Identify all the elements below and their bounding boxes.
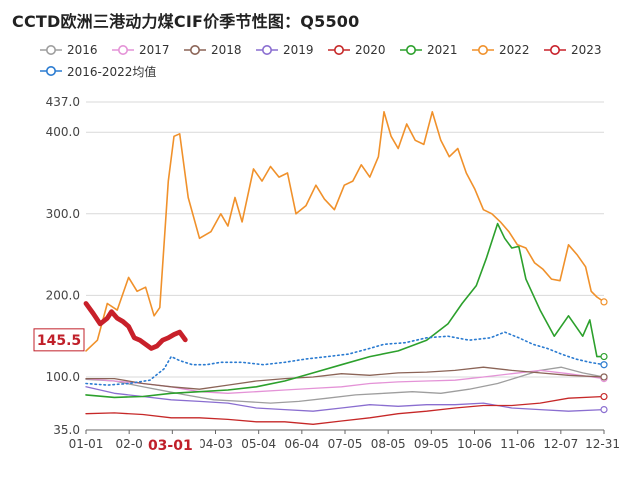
legend-item-2023[interactable]: 2023 (544, 42, 602, 58)
series-end-marker (600, 373, 608, 381)
legend-marker-icon (112, 45, 134, 55)
legend-marker-icon (544, 45, 566, 55)
legend-marker-icon (400, 45, 422, 55)
series-end-marker (600, 406, 608, 414)
chart-title: CCTD欧洲三港动力煤CIF价季节性图：Q5500 (12, 12, 360, 31)
series-line-2023 (83, 301, 188, 351)
series-end-marker (600, 392, 608, 401)
x-tick-label: 05-04 (241, 437, 276, 451)
x-tick-label: 02-0 (116, 437, 143, 451)
series-end-marker (600, 361, 608, 369)
legend-item-2016-2022均值[interactable]: 2016-2022均值 (40, 63, 156, 79)
legend-item-2017[interactable]: 2017 (112, 42, 170, 58)
x-tick-label: 07-05 (328, 437, 363, 451)
series-line-2021 (85, 222, 605, 399)
series-line-2019 (85, 386, 605, 412)
series-end-marker (600, 298, 608, 306)
x-tick-label: 12-31 (585, 437, 620, 451)
legend-item-2020[interactable]: 2020 (328, 42, 386, 58)
y-tick-label: 200.0 (46, 288, 80, 302)
series-line-2016-2022均值 (85, 331, 605, 386)
legend-marker-icon (328, 45, 350, 55)
legend-label: 2019 (283, 43, 314, 57)
legend-marker-icon (472, 45, 494, 55)
legend-marker-icon (184, 45, 206, 55)
y-tick-label: 437.0 (46, 95, 80, 109)
series-line-2020 (85, 395, 605, 425)
legend-label: 2021 (427, 43, 458, 57)
legend-label: 2023 (571, 43, 602, 57)
x-tick-label: 09-05 (414, 437, 449, 451)
legend-label: 2022 (499, 43, 530, 57)
legend-label: 2017 (139, 43, 170, 57)
legend-item-2018[interactable]: 2018 (184, 42, 242, 58)
y-tick-label: 100.0 (46, 370, 80, 384)
x-tick-label: 11-06 (500, 437, 535, 451)
legend-item-2016[interactable]: 2016 (40, 42, 98, 58)
x-tick-label: 08-05 (371, 437, 406, 451)
legend-label: 2016-2022均值 (67, 64, 157, 79)
legend-label: 2020 (355, 43, 386, 57)
y-tick-label: 300.0 (46, 207, 80, 221)
y-tick-label: 400.0 (46, 125, 80, 139)
x-tick-label: 06-04 (284, 437, 319, 451)
legend-marker-icon (40, 45, 62, 55)
series-end-marker (600, 352, 608, 361)
series-line-2018 (85, 366, 605, 390)
highlight-value-box (33, 328, 85, 352)
legend-item-2019[interactable]: 2019 (256, 42, 314, 58)
legend-item-2021[interactable]: 2021 (400, 42, 458, 58)
x-tick-label: 04-03 (198, 437, 233, 451)
x-tick-label: 12-07 (543, 437, 578, 451)
legend-marker-icon (256, 45, 278, 55)
x-tick-label: 10-06 (457, 437, 492, 451)
highlight-x-bg (142, 434, 201, 454)
legend-item-2022[interactable]: 2022 (472, 42, 530, 58)
legend-marker-icon (40, 66, 62, 76)
legend-label: 2016 (67, 43, 98, 57)
highlight-value-label: 145.5 (37, 333, 81, 349)
highlight-x-label: 03-01 (148, 438, 193, 454)
x-tick-label: 01-01 (69, 437, 104, 451)
y-tick-label: 35.0 (53, 423, 80, 437)
legend-label: 2018 (211, 43, 242, 57)
series-line-2022 (85, 111, 605, 352)
